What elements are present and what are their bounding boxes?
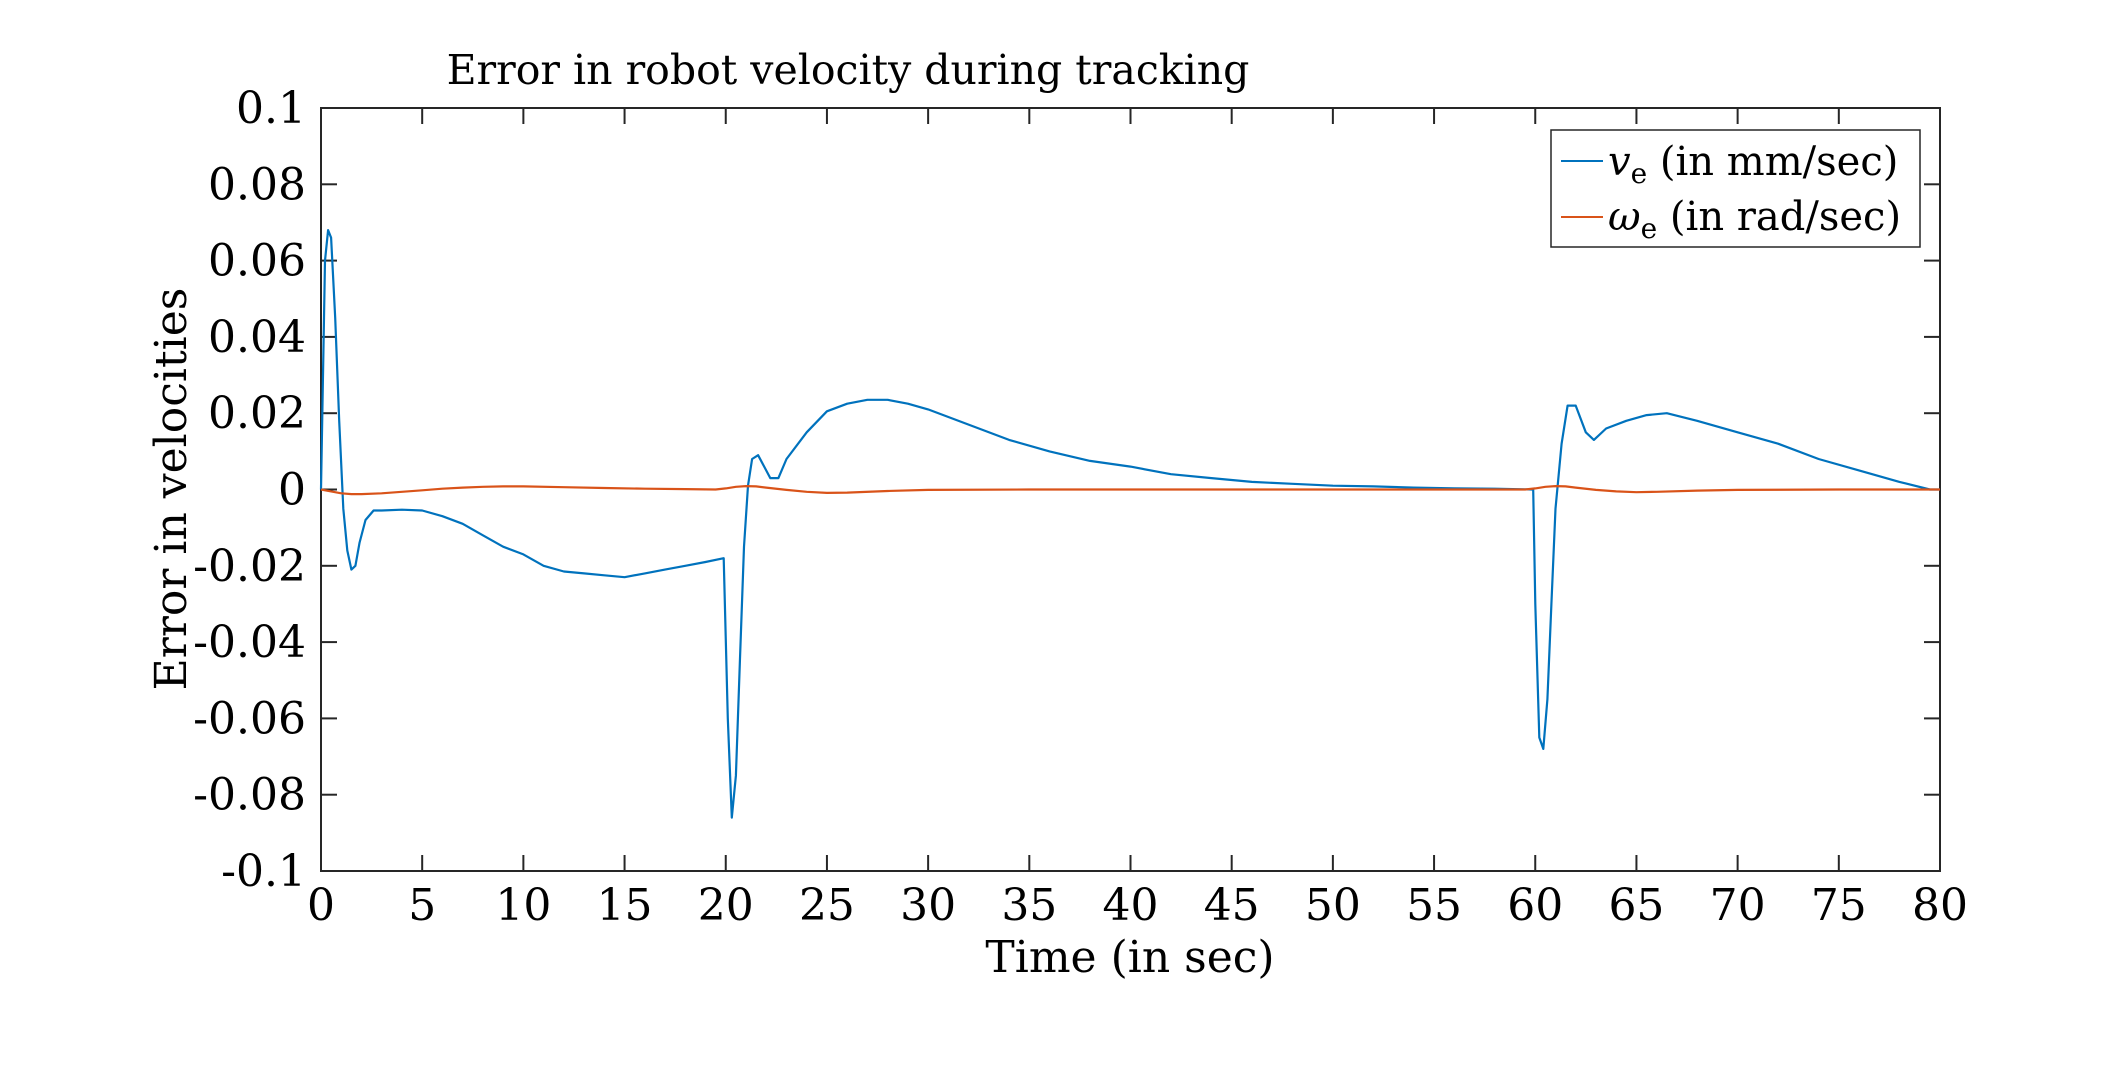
series-lines	[319, 229, 1940, 819]
y-tick-label: -0.08	[193, 770, 306, 821]
y-tick-label: -0.1	[221, 846, 306, 897]
y-tick-label: -0.02	[193, 541, 306, 592]
x-tick-label: 45	[1204, 880, 1260, 931]
axis-ticks: 0 5 10 15 20 25 30 35 40 45 50 55 60 65 70 75 80 0.1 0.08 0…	[193, 83, 1968, 931]
y-tick-label: 0	[278, 465, 306, 516]
y-tick-label: -0.06	[193, 693, 306, 744]
y-axis-title: Error in velocities	[146, 288, 197, 691]
x-tick-label: 75	[1811, 880, 1867, 931]
chart-title: Error in robot velocity during tracking	[447, 46, 1250, 94]
legend-label-ve: ve (in mm/sec)	[1608, 139, 1898, 190]
series-line-we	[320, 485, 1940, 496]
x-tick-label: 5	[408, 880, 436, 931]
x-tick-label: 35	[1001, 880, 1057, 931]
x-tick-label: 60	[1507, 880, 1563, 931]
x-tick-label: 40	[1103, 880, 1159, 931]
x-tick-label: 65	[1608, 880, 1664, 931]
x-axis-title: Time (in sec)	[985, 932, 1274, 983]
x-tick-label: 25	[799, 880, 855, 931]
y-tick-label: 0.04	[208, 312, 306, 363]
x-tick-label: 80	[1912, 880, 1968, 931]
x-tick-label: 50	[1305, 880, 1361, 931]
x-tick-label: 10	[495, 880, 551, 931]
series-line-ve	[319, 229, 1940, 819]
legend-box	[1550, 129, 1921, 248]
legend-label-we: ωe (in rad/sec)	[1608, 194, 1901, 245]
y-tick-label: -0.04	[193, 617, 306, 668]
x-tick-label: 70	[1710, 880, 1766, 931]
y-tick-label: 0.02	[208, 388, 306, 439]
x-tick-label: 15	[597, 880, 653, 931]
x-tick-label: 55	[1406, 880, 1462, 931]
x-tick-label: 0	[307, 880, 335, 931]
x-tick-label: 20	[698, 880, 754, 931]
legend: ve (in mm/sec) ωe (in rad/sec)	[1550, 129, 1921, 248]
y-tick-label: 0.08	[208, 159, 306, 210]
x-tick-label: 30	[900, 880, 956, 931]
y-tick-label: 0.1	[236, 83, 306, 134]
y-tick-label: 0.06	[208, 236, 306, 287]
